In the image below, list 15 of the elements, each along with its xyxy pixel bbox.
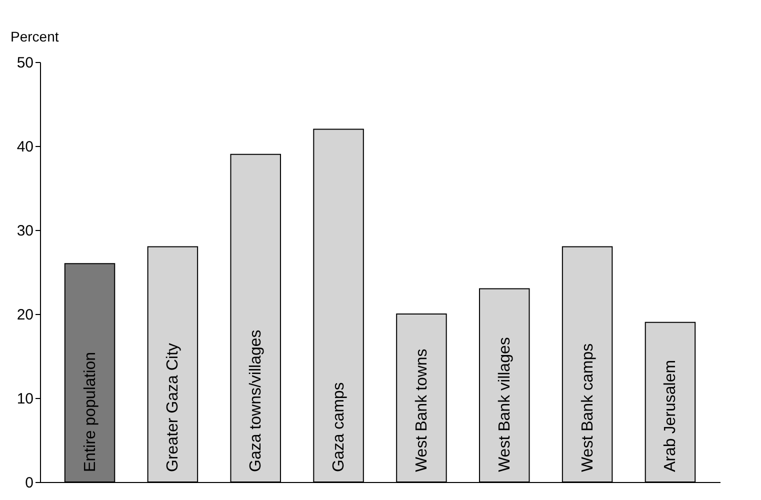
x-tick-label: Greater Gaza City <box>164 343 182 472</box>
x-tick-label: Gaza towns/villages <box>248 330 265 472</box>
y-tick-label: 0 <box>25 474 34 492</box>
y-tick-label: 10 <box>16 390 34 408</box>
x-tick-label: Gaza camps <box>330 382 348 472</box>
x-tick-label: Entire population <box>82 352 99 472</box>
y-tick-label: 20 <box>16 306 34 324</box>
y-axis-title: Percent <box>10 28 59 44</box>
x-tick-label: Arab Jerusalem <box>662 360 680 472</box>
x-tick-label: West Bank camps <box>579 343 596 472</box>
x-tick-label: West Bank towns <box>413 348 430 472</box>
x-tick-label: West Bank villages <box>496 337 514 472</box>
y-tick-label: 40 <box>16 138 34 156</box>
y-tick-label: 50 <box>16 54 34 72</box>
y-tick-label: 30 <box>16 222 34 240</box>
